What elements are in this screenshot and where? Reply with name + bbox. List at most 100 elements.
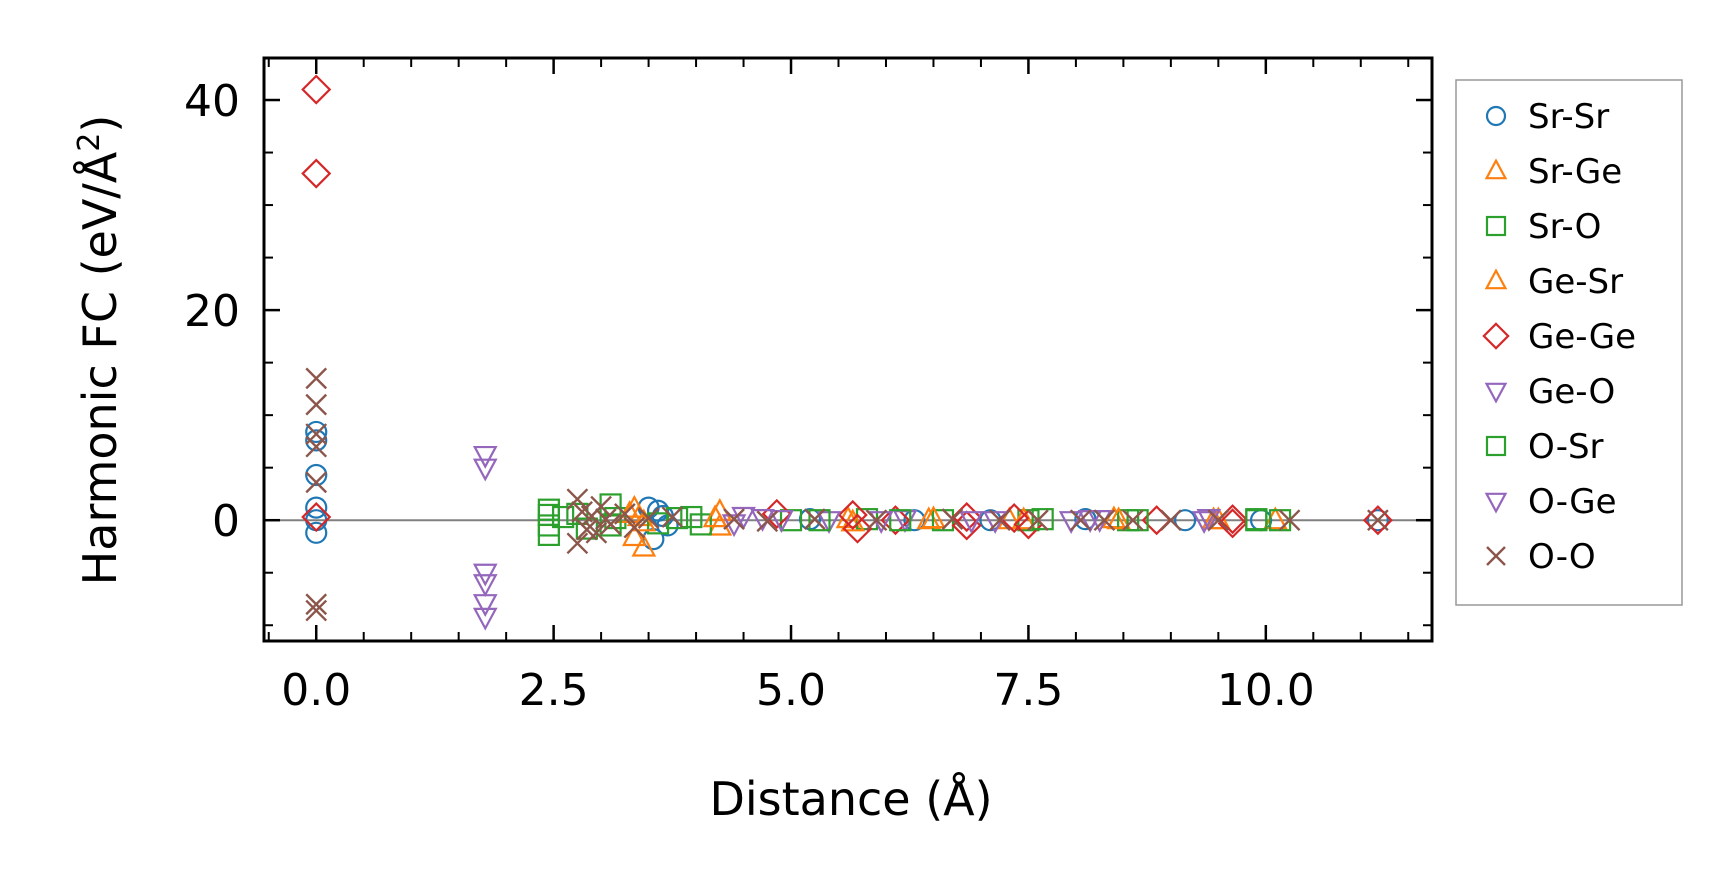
point-o-o xyxy=(941,508,964,530)
point-ge-ge xyxy=(951,510,982,541)
plot-area xyxy=(262,56,1434,643)
plot-frame xyxy=(262,56,1434,643)
point-o-o xyxy=(305,593,328,616)
legend-label: Sr-O xyxy=(1528,207,1601,247)
legend-label: Sr-Ge xyxy=(1528,152,1622,192)
point-o-o xyxy=(989,509,1011,532)
cross-stroke xyxy=(305,471,328,494)
point-sr-ge xyxy=(621,523,647,547)
point-ge-ge xyxy=(301,501,332,533)
point-ge-o xyxy=(472,607,498,631)
cross-stroke xyxy=(305,599,328,622)
point-o-o xyxy=(1278,509,1301,532)
point-o-o xyxy=(1207,509,1230,532)
y-axis-label: Harmonic FC (eV/Å2) xyxy=(72,115,128,586)
cross-stroke xyxy=(723,508,745,530)
cross-stroke xyxy=(989,509,1011,532)
legend-item-sr-sr: Sr-Sr xyxy=(1485,97,1609,137)
point-ge-o xyxy=(1191,511,1217,535)
cross-stroke xyxy=(599,513,622,536)
point-ge-sr xyxy=(702,504,728,528)
legend-label: O-O xyxy=(1528,537,1596,577)
point-sr-ge xyxy=(631,533,657,557)
point-sr-o xyxy=(537,498,560,521)
point-ge-o xyxy=(472,458,498,482)
legend-item-ge-sr: Ge-Sr xyxy=(1484,262,1623,302)
point-ge-ge xyxy=(301,158,332,189)
axis-ticks xyxy=(264,58,1432,641)
cross-stroke xyxy=(1486,546,1506,566)
point-o-sr xyxy=(889,509,912,532)
point-ge-ge xyxy=(1362,505,1393,536)
x-tick-label: 5.0 xyxy=(756,665,826,716)
legend-marker xyxy=(1482,322,1510,350)
point-sr-sr xyxy=(305,420,328,444)
point-ge-sr xyxy=(1011,506,1037,530)
point-ge-o xyxy=(472,594,498,618)
cross-stroke xyxy=(1160,509,1182,532)
point-ge-ge xyxy=(1217,508,1248,539)
point-ge-o xyxy=(472,574,498,598)
cross-stroke xyxy=(590,495,612,518)
cross-stroke xyxy=(865,509,888,532)
legend-marker xyxy=(1484,268,1508,290)
legend-item-o-ge: O-Ge xyxy=(1484,482,1617,522)
point-sr-sr xyxy=(305,429,328,452)
legend-item-o-o: O-O xyxy=(1486,537,1596,577)
cross-stroke xyxy=(1093,509,1116,532)
cross-stroke xyxy=(305,393,328,416)
point-ge-sr xyxy=(1106,506,1131,530)
legend-marker xyxy=(1484,492,1508,514)
point-o-o xyxy=(1160,509,1182,532)
point-o-o xyxy=(305,393,328,416)
point-ge-ge xyxy=(301,74,332,105)
point-o-o xyxy=(305,435,328,458)
point-ge-o xyxy=(731,506,756,530)
point-o-sr xyxy=(808,509,831,532)
legend-label: O-Ge xyxy=(1528,482,1617,522)
point-sr-sr xyxy=(305,521,328,544)
y-axis-label-tail: ) xyxy=(73,115,127,133)
cross-stroke xyxy=(803,508,826,530)
legend-item-ge-o: Ge-O xyxy=(1484,372,1615,412)
point-o-o xyxy=(1027,509,1049,532)
cross-stroke xyxy=(756,510,779,533)
point-ge-sr xyxy=(921,505,946,529)
point-sr-sr xyxy=(1174,509,1197,532)
point-o-o xyxy=(613,503,636,525)
cross-stroke xyxy=(661,506,684,528)
point-sr-sr xyxy=(1366,509,1389,532)
x-axis-label: Distance (Å) xyxy=(709,772,992,826)
point-o-o xyxy=(1093,509,1116,532)
cross-stroke xyxy=(1027,509,1049,532)
cross-stroke xyxy=(1278,509,1301,532)
cross-stroke xyxy=(305,593,328,616)
legend-item-sr-o: Sr-O xyxy=(1485,207,1601,247)
point-o-o xyxy=(1122,509,1144,532)
x-tick-label: 0.0 xyxy=(281,665,351,716)
point-sr-o xyxy=(689,513,712,536)
point-o-o xyxy=(305,367,328,390)
point-ge-ge xyxy=(842,513,873,544)
point-ge-o xyxy=(472,445,498,469)
legend-marker xyxy=(1485,215,1507,237)
y-axis-label-superscript: 2 xyxy=(72,133,107,152)
point-o-ge xyxy=(959,511,984,535)
point-sr-sr xyxy=(305,496,328,519)
point-o-sr xyxy=(1126,509,1149,532)
point-o-o xyxy=(723,508,745,530)
legend: Sr-Sr Sr-Ge Sr-O Ge-Sr Ge-Ge Ge-O O-Sr O-Ge O-O xyxy=(1455,79,1683,606)
point-o-o xyxy=(756,510,779,533)
legend-marker xyxy=(1485,105,1507,127)
point-o-sr xyxy=(1031,508,1054,531)
point-ge-ge xyxy=(880,505,911,536)
point-ge-ge xyxy=(837,499,868,531)
x-tick-label: 2.5 xyxy=(519,665,589,716)
point-o-o xyxy=(865,509,888,532)
point-o-o xyxy=(305,599,328,622)
legend-item-sr-ge: Sr-Ge xyxy=(1484,152,1622,192)
cross-stroke xyxy=(1069,509,1092,532)
point-o-o xyxy=(566,488,589,511)
point-o-o xyxy=(305,471,328,494)
y-tick-label: 20 xyxy=(184,286,240,337)
